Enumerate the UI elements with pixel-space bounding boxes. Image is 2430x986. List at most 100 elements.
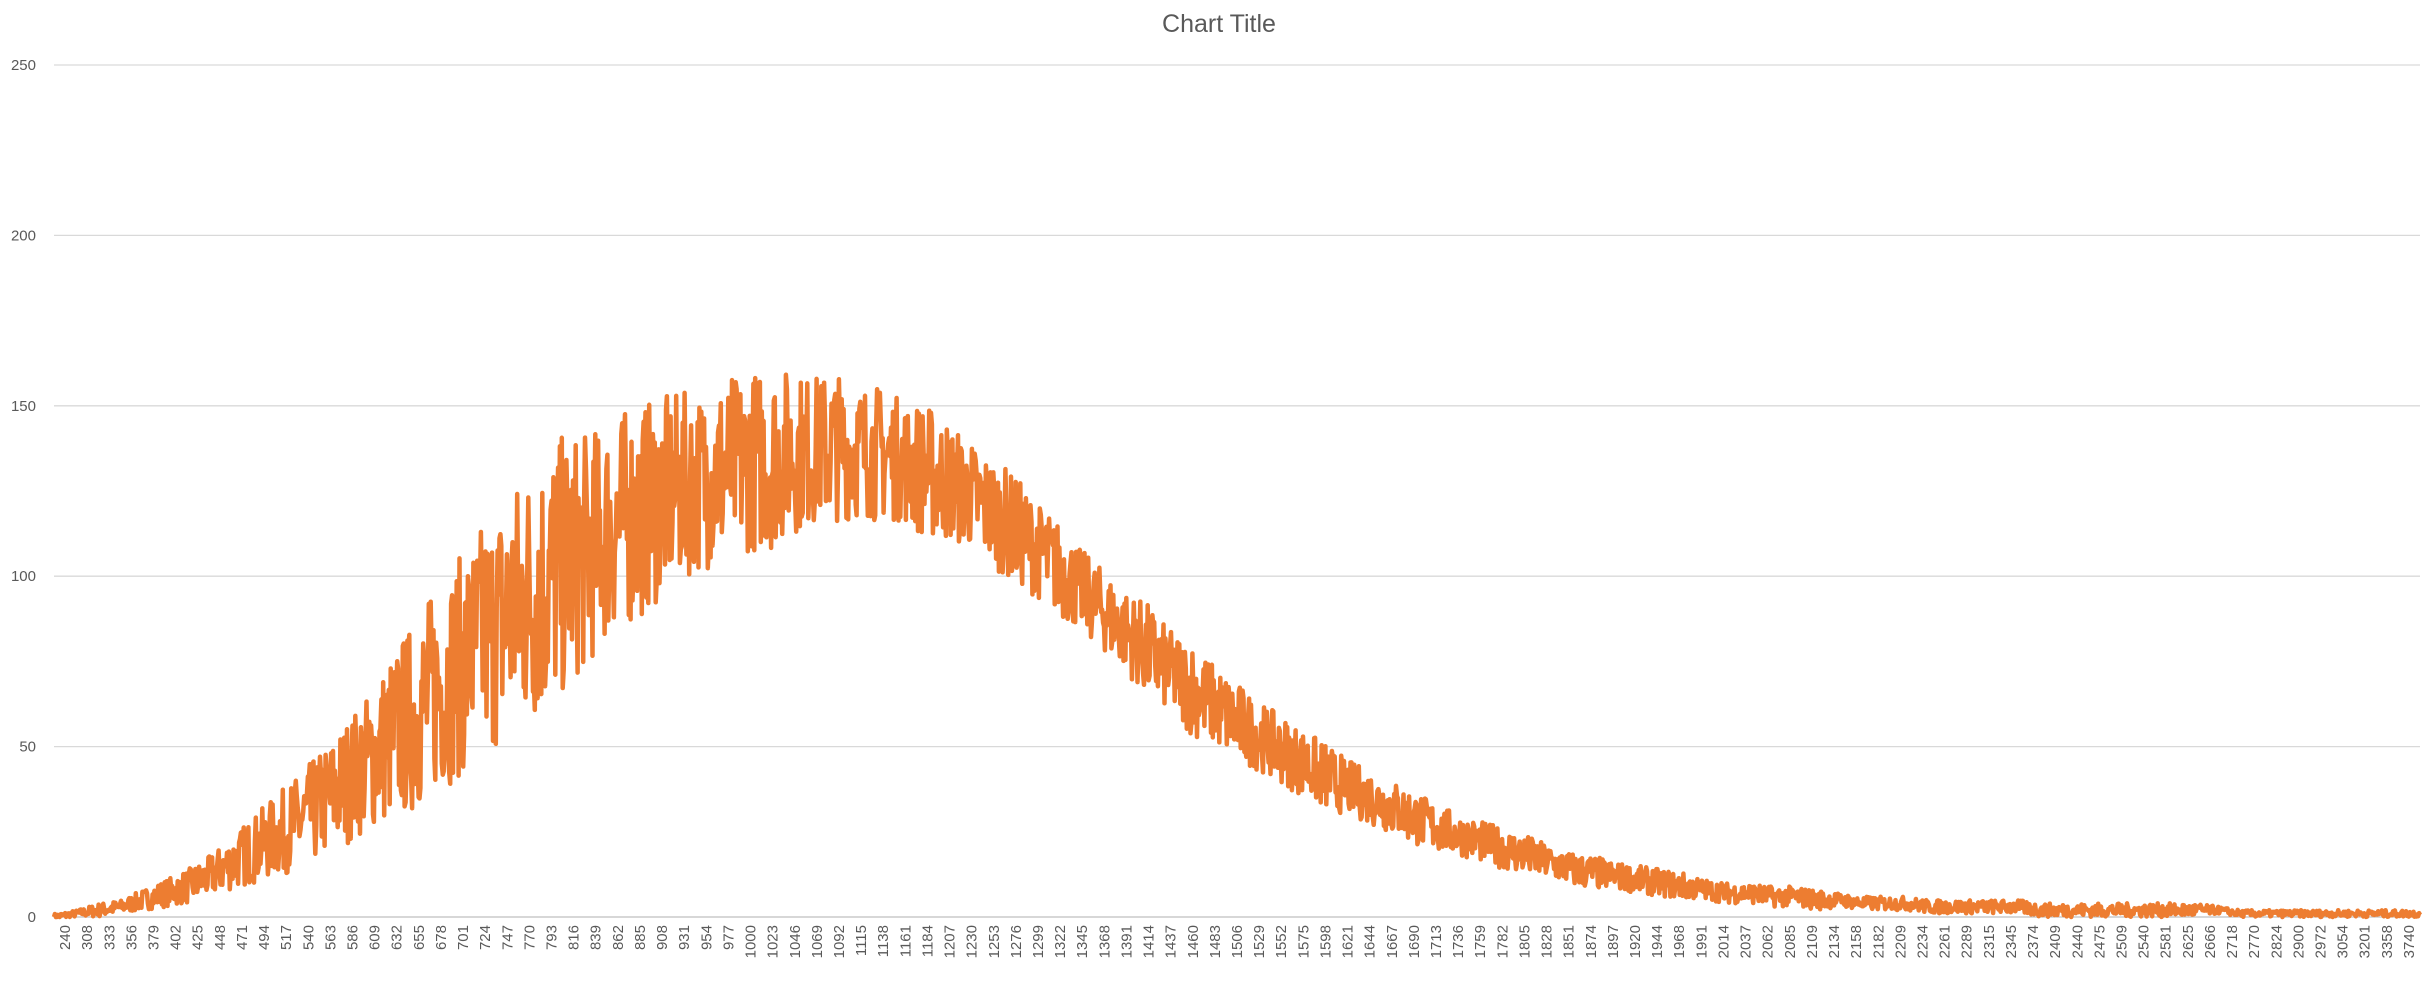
x-tick-label: 1414 [1141,925,1158,958]
y-tick-label: 50 [19,739,36,756]
x-tick-label: 1322 [1052,925,1069,958]
x-tick-label: 1944 [1649,925,1666,958]
x-tick-label: 1092 [831,925,848,958]
x-tick-label: 678 [433,925,450,950]
x-tick-label: 494 [256,925,273,950]
x-tick-label: 2581 [2158,925,2175,958]
x-tick-label: 1391 [1118,925,1135,958]
x-tick-label: 2158 [1848,925,1865,958]
x-tick-label: 908 [654,925,671,950]
x-tick-label: 1529 [1251,925,1268,958]
x-tick-label: 2182 [1870,925,1887,958]
x-tick-label: 1483 [1207,925,1224,958]
x-tick-label: 2824 [2268,925,2285,958]
x-tick-label: 2972 [2312,925,2329,958]
x-tick-label: 1368 [1096,925,1113,958]
x-tick-label: 816 [566,925,583,950]
x-tick-label: 3054 [2335,925,2352,958]
x-tick-label: 2134 [1826,925,1843,958]
x-tick-label: 517 [278,925,295,950]
x-tick-label: 2209 [1892,925,1909,958]
x-tick-label: 1506 [1229,925,1246,958]
x-tick-label: 1460 [1185,925,1202,958]
x-tick-label: 2475 [2091,925,2108,958]
x-tick-label: 402 [168,925,185,950]
x-tick-label: 425 [190,925,207,950]
x-tick-label: 2625 [2180,925,2197,958]
x-tick-label: 2037 [1738,925,1755,958]
x-tick-label: 1575 [1295,925,1312,958]
y-tick-label: 250 [11,57,36,74]
x-tick-label: 1874 [1583,925,1600,958]
x-tick-label: 1552 [1273,925,1290,958]
x-tick-label: 931 [676,925,693,950]
x-tick-label: 1253 [986,925,1003,958]
x-tick-label: 1184 [919,925,936,957]
x-tick-label: 586 [345,925,362,950]
x-tick-label: 1138 [875,925,892,957]
x-tick-label: 1667 [1384,925,1401,958]
x-tick-label: 1115 [853,925,870,956]
x-tick-label: 333 [101,925,118,950]
x-tick-label: 839 [588,925,605,950]
x-tick-label: 793 [544,925,561,950]
x-tick-label: 1207 [942,925,959,958]
x-tick-label: 1299 [1030,925,1047,958]
y-tick-label: 0 [28,909,36,926]
x-tick-label: 954 [698,925,715,950]
x-tick-label: 1621 [1340,925,1357,958]
x-tick-label: 1897 [1605,925,1622,958]
x-tick-label: 885 [632,925,649,950]
x-tick-label: 1644 [1362,925,1379,958]
x-tick-label: 2109 [1804,925,1821,958]
x-tick-label: 701 [455,925,472,950]
x-tick-label: 3358 [2379,925,2396,958]
x-tick-label: 3201 [2357,925,2374,958]
x-tick-label: 2409 [2047,925,2064,958]
chart-title: Chart Title [1162,10,1276,38]
gridlines [54,64,2420,918]
x-tick-label: 747 [499,925,516,950]
x-tick-label: 540 [300,925,317,950]
x-tick-label: 2440 [2069,925,2086,958]
x-tick-label: 1713 [1428,925,1445,958]
x-tick-label: 2770 [2246,925,2263,958]
x-tick-label: 1736 [1450,925,1467,958]
x-tick-label: 1345 [1074,925,1091,958]
y-tick-label: 100 [11,568,36,585]
x-tick-label: 2900 [2290,925,2307,958]
x-tick-label: 609 [367,925,384,950]
x-tick-label: 2509 [2113,925,2130,958]
x-tick-label: 2261 [1937,925,1954,958]
y-axis-ticks: 0 50 100 150 200 250 [11,57,36,926]
x-tick-label: 2345 [2003,925,2020,958]
x-tick-label: 1046 [787,925,804,958]
x-tick-label: 1437 [1163,925,1180,958]
x-tick-label: 379 [146,925,163,950]
x-tick-label: 770 [521,925,538,950]
x-tick-label: 1782 [1494,925,1511,958]
series-line [51,372,2423,920]
y-tick-label: 150 [11,398,36,415]
x-tick-label: 1920 [1627,925,1644,958]
x-tick-label: 1851 [1561,925,1578,958]
x-tick-label: 240 [57,925,74,950]
x-tick-label: 1000 [743,925,760,958]
series-layer [51,372,2423,920]
x-tick-label: 448 [212,925,229,950]
x-tick-label: 1968 [1671,925,1688,958]
x-tick-label: 862 [610,925,627,950]
x-tick-label: 1805 [1516,925,1533,958]
x-tick-label: 356 [123,925,140,950]
y-tick-label: 200 [11,227,36,244]
x-tick-label: 2289 [1959,925,1976,958]
x-tick-label: 2014 [1715,925,1732,958]
x-tick-label: 1230 [964,925,981,958]
x-tick-label: 1759 [1472,925,1489,958]
x-tick-label: 724 [477,925,494,950]
x-axis-ticks: 240 308 333 356 379 402 425 448 471 494 517 540 563 5… [57,925,2418,958]
x-tick-label: 977 [720,925,737,950]
x-tick-label: 2540 [2136,925,2153,958]
